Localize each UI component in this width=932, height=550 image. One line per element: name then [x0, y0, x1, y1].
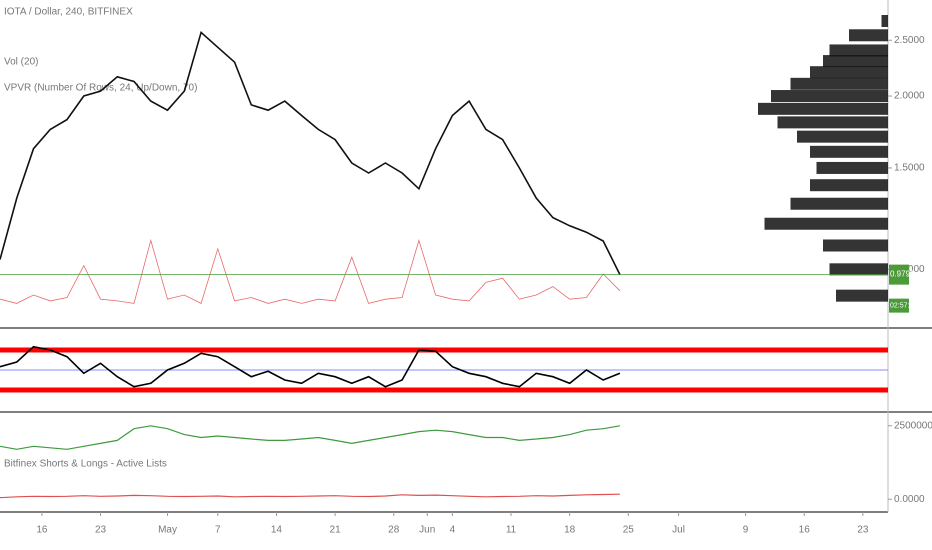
- volume-profile-bar: [823, 239, 888, 252]
- volume-profile-bar: [849, 29, 888, 42]
- volume-profile-bar: [816, 161, 888, 174]
- volume-profile-bar: [829, 44, 888, 57]
- volume-profile-bar: [810, 66, 888, 79]
- x-tick-label: 21: [330, 525, 342, 536]
- volume-profile-bar: [829, 263, 888, 276]
- volume-profile-bar: [764, 217, 888, 230]
- y-tick-label: 0.0000: [894, 494, 925, 505]
- x-tick-label: 16: [799, 525, 811, 536]
- volume-profile-bar: [777, 116, 888, 129]
- x-tick-label: Jun: [419, 525, 435, 536]
- series-line: [0, 30, 621, 275]
- volume-profile-bar: [758, 102, 888, 115]
- x-tick-label: 23: [857, 525, 869, 536]
- x-tick-label: 11: [506, 525, 517, 536]
- series-line: [0, 345, 621, 388]
- indicator-label: VPVR (Number Of Rows, 24, Up/Down, 70): [4, 83, 197, 94]
- countdown-label: 02:57:03: [890, 302, 917, 309]
- x-tick-label: May: [158, 525, 177, 536]
- x-tick-label: 25: [623, 525, 635, 536]
- volume-profile-bar: [810, 179, 888, 192]
- volume-profile-bar: [797, 130, 888, 143]
- series-line: [0, 493, 620, 499]
- price-tag-label: 0.9790: [890, 270, 915, 279]
- x-tick-label: 28: [388, 525, 400, 536]
- series-line: [0, 425, 621, 450]
- indicator-label: Vol (20): [4, 57, 38, 68]
- series-line: [0, 238, 621, 304]
- volume-profile-bar: [881, 15, 888, 28]
- indicator-label: Bitfinex Shorts & Longs - Active Lists: [4, 459, 167, 470]
- x-tick-label: 7: [215, 525, 221, 536]
- x-tick-label: 9: [743, 525, 749, 536]
- price-tag: [889, 264, 909, 285]
- volume-profile-bar: [836, 289, 888, 302]
- y-tick-label: 1.5000: [894, 163, 925, 174]
- volume-profile-bar: [810, 145, 888, 158]
- volume-profile-bar: [790, 197, 888, 210]
- volume-profile-bar: [790, 77, 888, 90]
- x-tick-label: 23: [95, 525, 107, 536]
- x-tick-label: Jul: [672, 525, 685, 536]
- x-tick-label: 4: [450, 525, 456, 536]
- countdown-tag: [889, 298, 909, 313]
- y-tick-label: 2.0000: [894, 91, 925, 102]
- chart-title: IOTA / Dollar, 240, BITFINEX: [4, 7, 133, 18]
- volume-profile-bar: [823, 55, 888, 68]
- y-tick-label: 1.0000: [894, 264, 925, 275]
- x-tick-label: 14: [271, 525, 283, 536]
- volume-profile-bar: [771, 90, 888, 103]
- y-tick-label: 2.5000: [894, 35, 925, 46]
- x-tick-label: 16: [36, 525, 48, 536]
- x-tick-label: 18: [564, 525, 576, 536]
